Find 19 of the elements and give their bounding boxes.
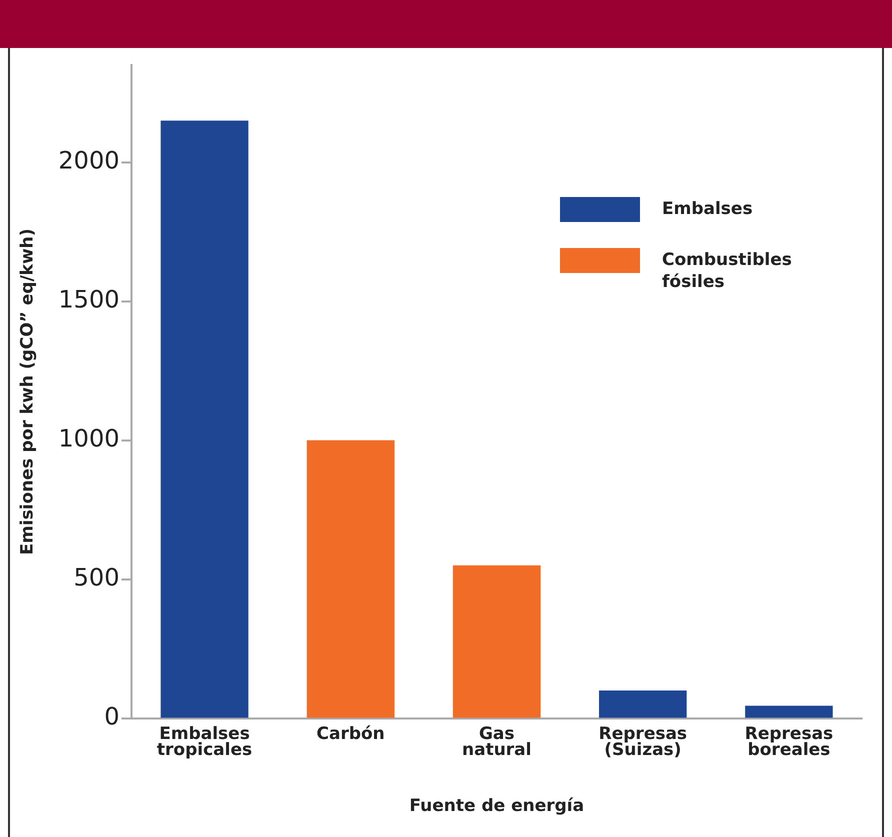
x-axis-title: Fuente de energía bbox=[409, 796, 584, 816]
bar bbox=[306, 440, 394, 718]
x-tick-label: Represas boreales bbox=[744, 724, 834, 760]
bar bbox=[452, 565, 541, 718]
legend-label: Combustibles fósiles bbox=[662, 250, 792, 292]
bar bbox=[160, 120, 248, 718]
y-tick-label: 2000 bbox=[58, 146, 120, 175]
y-tick-label: 0 bbox=[104, 702, 120, 731]
bar bbox=[745, 706, 833, 718]
x-tick-label: Embalses tropicales bbox=[156, 724, 252, 760]
y-tick-label: 1500 bbox=[58, 286, 120, 314]
x-tick-label: Gas natural bbox=[462, 724, 532, 760]
y-axis-title: Emisiones por kwh (gCO” eq/kwh) bbox=[18, 228, 38, 555]
legend-label: Embalses bbox=[662, 198, 753, 219]
y-tick-label: 1000 bbox=[58, 424, 120, 453]
bar bbox=[599, 690, 687, 718]
x-tick-label: Carbón bbox=[316, 724, 385, 744]
y-tick-label: 500 bbox=[74, 564, 120, 592]
x-tick-label: Represas (Suizas) bbox=[598, 724, 688, 760]
